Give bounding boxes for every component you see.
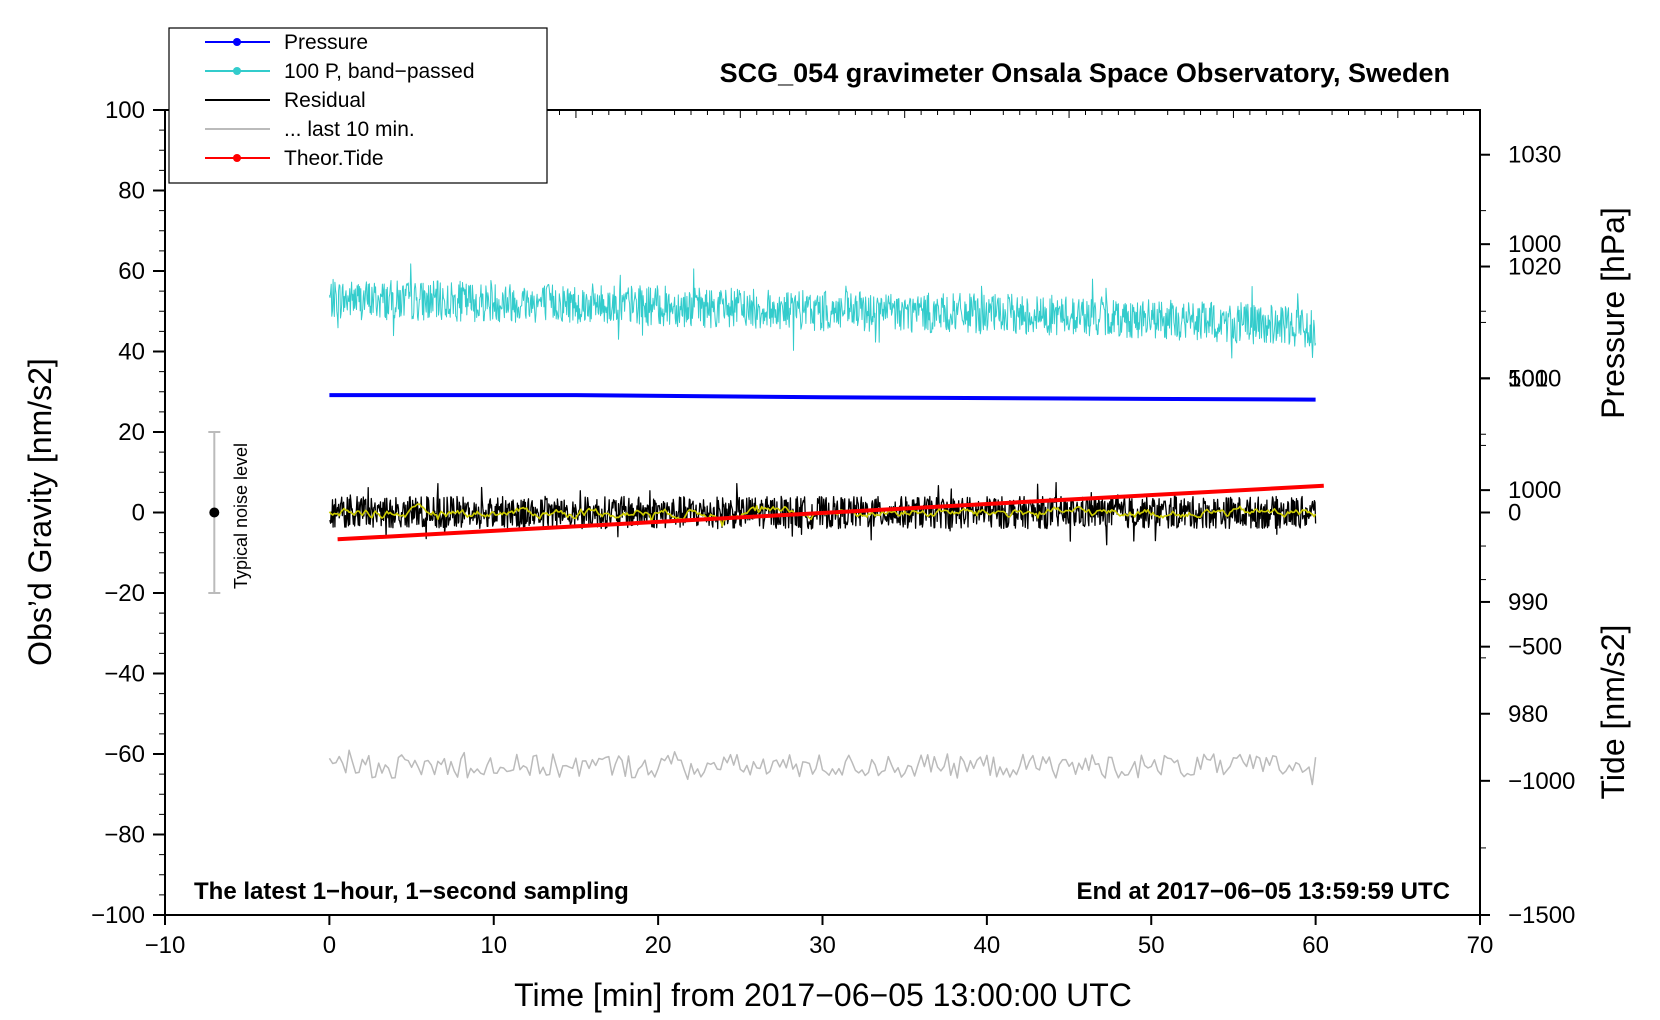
y-tick-label: 100 — [105, 97, 145, 124]
x-tick-label: 50 — [1138, 932, 1165, 959]
axis-ticks: −10 0 10 20 30 40 50 60 70100806040200−20−40−60−… — [91, 97, 1575, 959]
tide-tick-label: 1000 — [1508, 231, 1561, 258]
tide-tick-label: −500 — [1508, 634, 1562, 661]
noise-bar-group: Typical noise level — [208, 431, 251, 594]
end-time-note: End at 2017−06−05 13:59:59 UTC — [1076, 878, 1450, 905]
series-line-100-p-band-passed — [328, 263, 1317, 359]
pressure-tick-label: 1030 — [1508, 142, 1561, 169]
tide-tick-label: −1000 — [1508, 768, 1575, 795]
tide-axis-title-text: Tide [nm/s2] — [1595, 625, 1631, 800]
legend-marker-theor-tide — [233, 154, 241, 162]
y-tick-label: 60 — [118, 258, 145, 285]
y-axis-title: Obs’d Gravity [nm/s2] — [22, 358, 58, 666]
tide-tick-label: 0 — [1508, 500, 1521, 527]
series-line-theor-tide — [337, 483, 1324, 542]
tide-tick-label: 500 — [1508, 365, 1548, 392]
pressure-tick-label: 980 — [1508, 701, 1548, 728]
x-tick-label: 60 — [1302, 932, 1329, 959]
legend: Pressure 100 P, band−passed Residual ... la… — [168, 27, 548, 184]
tide-tick-label: −1500 — [1508, 902, 1575, 929]
series-line-pressure — [329, 393, 1316, 402]
x-tick-label: 70 — [1467, 932, 1494, 959]
sampling-note: The latest 1−hour, 1−second sampling — [194, 878, 629, 905]
y-axis-title-text: Obs’d Gravity [nm/s2] — [22, 358, 58, 666]
x-tick-label: 30 — [809, 932, 836, 959]
legend-marker-pressure — [233, 38, 241, 46]
noise-bar-center-dot — [209, 507, 220, 518]
tide-axis-title: Tide [nm/s2] — [1595, 625, 1631, 800]
y-tick-label: −100 — [91, 902, 145, 929]
x-tick-label: 40 — [974, 932, 1001, 959]
y-tick-label: 40 — [118, 339, 145, 366]
legend-label: Pressure — [284, 31, 368, 54]
y-tick-label: −80 — [104, 822, 145, 849]
x-tick-label: 0 — [323, 932, 336, 959]
pressure-tick-label: 990 — [1508, 589, 1548, 616]
y-tick-label: 20 — [118, 419, 145, 446]
legend-label: Residual — [284, 89, 366, 112]
pressure-tick-label: 1020 — [1508, 254, 1561, 281]
legend-label: 100 P, band−passed — [284, 60, 475, 83]
legend-label: Theor.Tide — [284, 147, 384, 170]
series-layer — [328, 263, 1324, 786]
y-tick-label: −60 — [104, 741, 145, 768]
chart-title: SCG_054 gravimeter Onsala Space Observat… — [720, 58, 1450, 88]
x-tick-label: −10 — [145, 932, 186, 959]
series-line-residual — [329, 481, 1317, 546]
y-tick-label: −40 — [104, 661, 145, 688]
pressure-tick-label: 1010 — [1508, 365, 1561, 392]
y-tick-label: 0 — [132, 500, 145, 527]
x-tick-label: 20 — [645, 932, 672, 959]
pressure-tick-label: 1000 — [1508, 477, 1561, 504]
y-tick-label: 80 — [118, 178, 145, 205]
x-axis-title: Time [min] from 2017−06−05 13:00:00 UTC — [514, 977, 1132, 1013]
legend-label: ... last 10 min. — [284, 118, 415, 141]
x-tick-label: 10 — [480, 932, 507, 959]
y-tick-label: −20 — [104, 580, 145, 607]
legend-marker-100-p-band-passed — [233, 67, 241, 75]
series-line-last-10-min — [328, 749, 1317, 786]
noise-label: Typical noise level — [231, 443, 251, 589]
pressure-axis-title: Pressure [hPa] — [1595, 207, 1631, 419]
